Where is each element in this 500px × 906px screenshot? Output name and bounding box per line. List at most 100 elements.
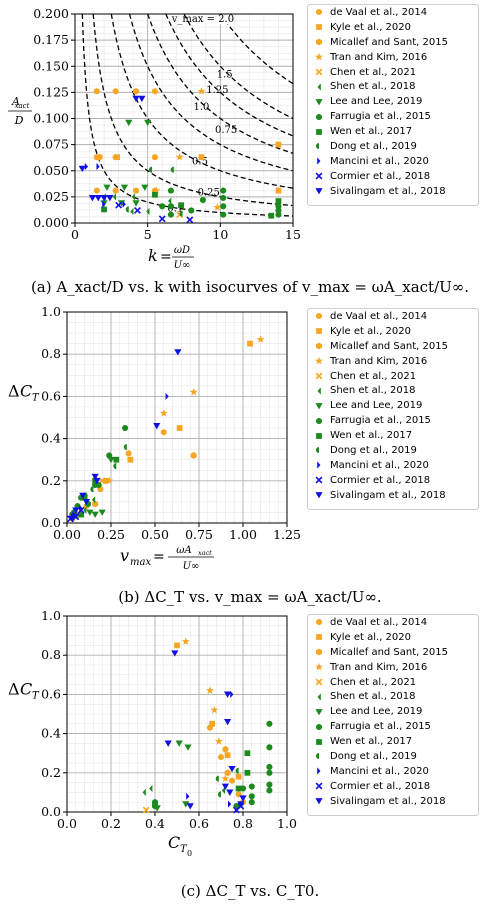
data-point: [266, 763, 273, 770]
legend-entry: Dong et al., 2019: [308, 139, 478, 154]
data-point: [96, 162, 100, 171]
legend-label: Dong et al., 2019: [330, 140, 417, 152]
x-tick-label: 0.75: [185, 527, 213, 542]
y-tick-label: 0.8: [41, 647, 61, 662]
legend-entry: Micallef and Sant, 2015: [308, 339, 478, 354]
data-point: [171, 650, 179, 657]
legend-marker: [315, 417, 323, 424]
legend-entry: Dong et al., 2019: [308, 443, 478, 458]
isocurve-1.25: [165, 13, 293, 137]
y-tick-label: 0.025: [33, 189, 69, 204]
data-point: [132, 200, 140, 207]
legend-label: de Vaal et al., 2014: [330, 6, 428, 18]
axis-labels: Δ C Tv max = ωA xact U∞: [8, 381, 214, 572]
isocurve-label: v_max = 2.0: [171, 14, 234, 25]
data-point: [224, 718, 232, 726]
legend-marker: [315, 492, 323, 499]
x-tick-label: 0.4: [145, 816, 165, 831]
legend-label: Dong et al., 2019: [330, 750, 417, 762]
data-point: [141, 184, 149, 191]
legend-label: Lee and Lee, 2019: [330, 400, 423, 412]
legend-marker: [316, 328, 322, 335]
data-point: [248, 793, 255, 800]
legend-entry: Farrugia et al., 2015: [308, 109, 478, 124]
data-point: [215, 775, 219, 782]
data-point: [226, 789, 234, 796]
legend-entry: Chen et al., 2021: [308, 369, 478, 384]
isocurve-1.5: [183, 13, 294, 120]
legend-label: Mancini et al., 2020: [330, 765, 429, 777]
data-point: [170, 166, 174, 173]
legend-marker: [315, 372, 323, 380]
data-point: [209, 720, 216, 727]
data-point: [152, 191, 158, 198]
data-point: [68, 515, 76, 523]
legend-entry: Sivalingam et al., 2018: [308, 488, 478, 503]
data-point: [151, 154, 158, 161]
data-point: [93, 477, 101, 485]
legend-entry: Mancini et al., 2020: [308, 764, 478, 779]
svg-text:C: C: [20, 381, 32, 400]
data-point: [113, 462, 117, 470]
x-tick-label: 5: [144, 227, 152, 242]
data-point: [224, 752, 231, 759]
legend-entry: Tran and Kim, 2016: [308, 354, 478, 369]
data-point: [235, 767, 239, 774]
data-point: [112, 88, 119, 95]
caption-b: (b) ΔC_T vs. v_max = ωA_xact/U∞.: [118, 588, 382, 606]
data-point: [248, 783, 255, 790]
y-tick-label: 0.0: [41, 804, 61, 819]
svg-text:k: k: [148, 246, 158, 265]
data-point: [152, 801, 158, 808]
legend-entry: Lee and Lee, 2019: [308, 398, 478, 413]
legend-label: Tran and Kim, 2016: [330, 661, 428, 673]
data-point: [237, 801, 245, 808]
axis-labels: Δ C TC T 0: [8, 679, 192, 858]
legend-label: de Vaal et al., 2014: [330, 616, 428, 628]
y-tick-label: 0.4: [41, 431, 61, 446]
data-point: [214, 737, 223, 745]
legend-marker: [315, 113, 323, 120]
data-point: [210, 705, 219, 714]
legend-entry: Kyle et al., 2020: [308, 20, 478, 35]
legend-entry: Sivalingam et al., 2018: [308, 184, 478, 199]
isocurve-0.75: [128, 13, 293, 172]
data-points: [142, 637, 273, 814]
data-point: [188, 207, 195, 214]
data-point: [186, 803, 194, 810]
data-point: [198, 154, 205, 161]
data-point: [239, 795, 247, 802]
legend-label: Wen et al., 2017: [330, 430, 413, 442]
data-point: [167, 203, 174, 210]
legend-marker: [315, 68, 323, 76]
legend-marker: [315, 798, 323, 805]
legend-marker: [315, 9, 323, 16]
major-grid: [67, 616, 287, 812]
legend-marker: [316, 432, 322, 439]
legend-entry: Wen et al., 2017: [308, 124, 478, 139]
data-point: [158, 215, 166, 223]
x-tick-label: 15: [285, 227, 301, 242]
legend-marker: [315, 782, 323, 790]
legend-label: Micallef and Sant, 2015: [330, 340, 448, 352]
data-point: [221, 786, 225, 795]
plot-frame: [66, 311, 288, 524]
legend-entry: Mancini et al., 2020: [308, 154, 478, 169]
legend-label: Cormier et al., 2018: [330, 780, 431, 792]
data-point: [213, 203, 222, 211]
data-point: [159, 203, 166, 210]
y-tick-label: 1.0: [41, 608, 61, 623]
data-point: [228, 800, 232, 808]
x-tick-label: 0: [71, 227, 79, 242]
data-point: [222, 745, 229, 753]
data-point: [275, 207, 282, 214]
legend-marker: [315, 662, 323, 671]
legend-entry: Cormier et al., 2018: [308, 473, 478, 488]
data-point: [190, 452, 197, 459]
legend-entry: Kyle et al., 2020: [308, 324, 478, 339]
svg-text:C: C: [168, 833, 180, 852]
y-tick-label: 0.125: [33, 84, 69, 99]
legend-marker: [317, 83, 321, 91]
data-point: [167, 187, 174, 194]
data-point: [113, 456, 120, 463]
